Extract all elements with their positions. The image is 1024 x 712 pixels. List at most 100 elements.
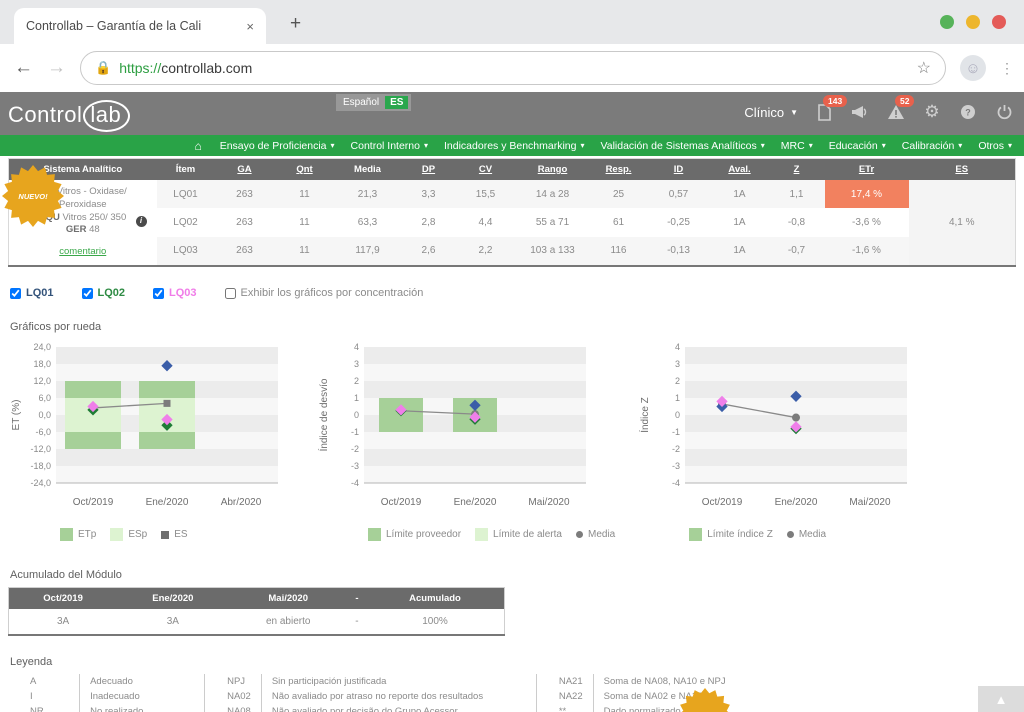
nav-item-validaci-n-de-sistemas-anal-ticos[interactable]: Validación de Sistemas Analíticos ▾ [593,140,773,152]
svg-text:1: 1 [675,393,680,403]
nav-item-educaci-n[interactable]: Educación ▾ [821,140,894,152]
chart--ndice-z: 4 3 2 1 0 -1 -2 -3 -4 Índice Z Oct/2019 Ene/2020 Mai… [637,341,923,542]
megaphone-icon[interactable] [850,102,870,122]
filter-checkbox-lq02[interactable] [81,287,93,299]
legend-item: Límite proveedor [368,528,461,542]
filter-lq03[interactable]: LQ03 [153,287,197,299]
window-yellow-dot[interactable] [966,15,980,29]
column-header-aval[interactable]: Aval. [710,158,769,180]
svg-text:-6,0: -6,0 [35,427,51,437]
tab-close-icon[interactable]: × [246,18,254,34]
window-red-dot[interactable] [992,15,1006,29]
nav-item-label: Calibración [901,139,955,152]
column-header-ga[interactable]: GA [214,158,275,180]
svg-text:-18,0: -18,0 [30,461,51,471]
nav-item-mrc[interactable]: MRC ▾ [773,140,821,152]
info-icon[interactable]: i [135,216,147,227]
nav-item-indicadores-y-benchmarking[interactable]: Indicadores y Benchmarking ▾ [436,140,593,152]
browser-menu-icon[interactable]: ⋮ [1000,59,1014,76]
nav-item-otros[interactable]: Otros ▾ [970,140,1020,152]
svg-text:-4: -4 [672,478,680,488]
url-input[interactable]: 🔒 https://controllab.com ☆ [80,51,946,85]
comment-link[interactable]: comentario [59,246,107,258]
legend-swatch-media [575,531,583,539]
accum-cell: 100% [365,609,505,636]
concentration-label: Exhibir los gráficos por concentración [240,287,424,300]
cell-etr-alert: 17,4 % [824,180,909,209]
svg-text:-3: -3 [351,461,359,471]
forward-button[interactable]: → [47,57,66,78]
settings-gear-icon[interactable]: ⚙ [924,102,940,121]
filter-checkbox-lq01[interactable] [10,287,21,299]
chevron-down-icon: ▾ [423,141,428,150]
legend-group-3: NA21 Soma de NA08, NA10 e NPJ NA22 Soma de … [535,674,794,712]
bookmark-star-icon[interactable]: ☆ [916,60,931,77]
legend-item: Límite de alerta [475,528,562,542]
legend-desc: Sin participación justificada [271,676,387,688]
cell-qnt: 11 [274,236,335,267]
scroll-to-top-button[interactable]: ▲ [978,686,1024,712]
cell-media: 21,3 [334,180,401,209]
context-selector[interactable]: Clínico ▼ [744,104,798,120]
filter-checkbox-lq03[interactable] [153,287,165,299]
nav-item-ensayo-de-proficiencia[interactable]: Ensayo de Proficiencia ▾ [212,140,343,152]
alerts-warning-icon[interactable]: 52 [886,95,915,122]
documents-icon[interactable]: 143 [814,95,848,122]
column-header-dp[interactable]: DP [400,158,457,180]
column-header-z[interactable]: Z [768,158,825,180]
filter-lq01[interactable]: LQ01 [10,287,54,299]
svg-text:Oct/2019: Oct/2019 [73,497,114,508]
legend-label: ETp [78,529,97,541]
column-header-resp[interactable]: Resp. [590,158,647,180]
column-header-cv[interactable]: CV [456,158,515,180]
cell-aval: 1A [733,216,746,228]
cell-aval: 1A [710,236,769,267]
cell-z: 1,1 [768,180,825,209]
chevron-down-icon: ▾ [958,141,963,150]
svg-text:Oct/2019: Oct/2019 [381,497,422,508]
cell-media: 117,9 [334,236,401,267]
concentration-checkbox[interactable] [224,287,236,299]
svg-text:-1: -1 [672,427,680,437]
language-selector[interactable]: Español ES [336,94,412,111]
filter-lq02[interactable]: LQ02 [81,287,125,299]
column-header-rango[interactable]: Rango [514,158,591,180]
column-header-qnt[interactable]: Qnt [274,158,335,180]
column-header-etr[interactable]: ETr [824,158,909,180]
chart-legend: ETp ESp ES [60,528,294,542]
new-tab-button[interactable]: + [290,13,302,34]
svg-text:Ene/2020: Ene/2020 [146,497,189,508]
power-logout-icon[interactable] [994,102,1014,122]
legend-desc: Dado normalizado [603,706,681,712]
table-row: LQ02 263 11 63,3 2,8 4,4 55 a 71 61 -0,25 1A -0,8 -… [9,208,1016,237]
cell-cv: 2,2 [456,236,515,267]
nav-item-control-interno[interactable]: Control Interno ▾ [343,140,436,152]
legend-term: NA02 [205,689,262,705]
column-header-es[interactable]: ES [908,158,1016,180]
svg-text:Abr/2020: Abr/2020 [221,497,262,508]
help-icon[interactable]: ? [958,102,978,122]
svg-text:2: 2 [354,376,359,386]
home-icon[interactable]: ⌂ [194,138,202,153]
new-badge-icon: NUEVO! [678,688,732,712]
charts-section-title: Gráficos por rueda [10,321,102,334]
back-button[interactable]: ← [14,57,33,78]
column-header-id[interactable]: ID [646,158,711,180]
cell-ga: 263 [214,236,275,267]
filter-concentration[interactable]: Exhibir los gráficos por concentración [224,287,424,300]
controllab-logo[interactable]: Control lab [8,100,131,132]
cell-resp: 116 [590,236,647,267]
nav-item-calibraci-n[interactable]: Calibración ▾ [894,140,971,152]
browser-avatar[interactable]: ☺ [960,55,986,81]
svg-text:-3: -3 [672,461,680,471]
svg-text:18,0: 18,0 [33,359,51,369]
svg-text:0: 0 [354,410,359,420]
browser-tab[interactable]: Controllab – Garantía de la Cali × [14,8,266,44]
main-navigation: ⌂ Ensayo de Proficiencia ▾ Control Interno… [0,135,1024,156]
legend-desc: Adecuado [90,676,133,688]
chevron-down-icon: ▾ [330,141,335,150]
window-green-dot[interactable] [940,15,954,29]
svg-text:Índice Z: Índice Z [638,397,651,433]
chevron-down-icon: ▾ [881,141,886,150]
